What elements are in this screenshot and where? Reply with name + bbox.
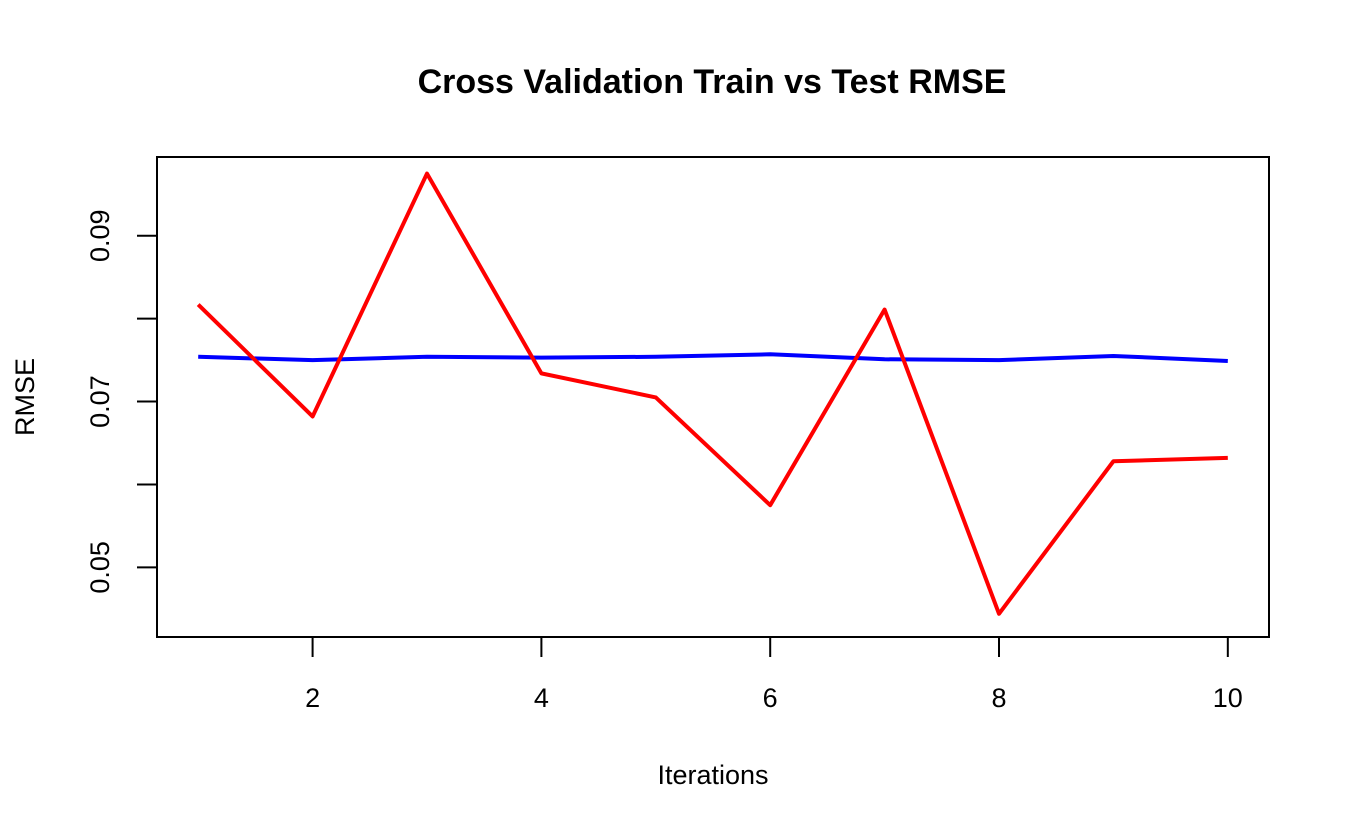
x-tick-label: 2: [305, 683, 320, 713]
series-line-1: [198, 352, 1228, 363]
y-axis-title: RMSE: [10, 358, 40, 436]
y-axis: 0.05 0.07 0.09: [85, 209, 158, 594]
chart-title: Cross Validation Train vs Test RMSE: [418, 63, 1007, 101]
y-tick-label: 0.09: [85, 209, 115, 262]
x-tick-label: 6: [763, 683, 778, 713]
series-layer: [196, 171, 1228, 616]
x-axis: 2 4 6 8 10: [305, 636, 1243, 713]
y-tick-label: 0.05: [85, 541, 115, 594]
x-tick-label: 4: [534, 683, 549, 713]
y-tick-label: 0.07: [85, 375, 115, 428]
x-axis-title: Iterations: [657, 760, 768, 790]
x-tick-label: 8: [991, 683, 1006, 713]
x-tick-label: 10: [1213, 683, 1243, 713]
series-line-2: [196, 171, 1228, 616]
